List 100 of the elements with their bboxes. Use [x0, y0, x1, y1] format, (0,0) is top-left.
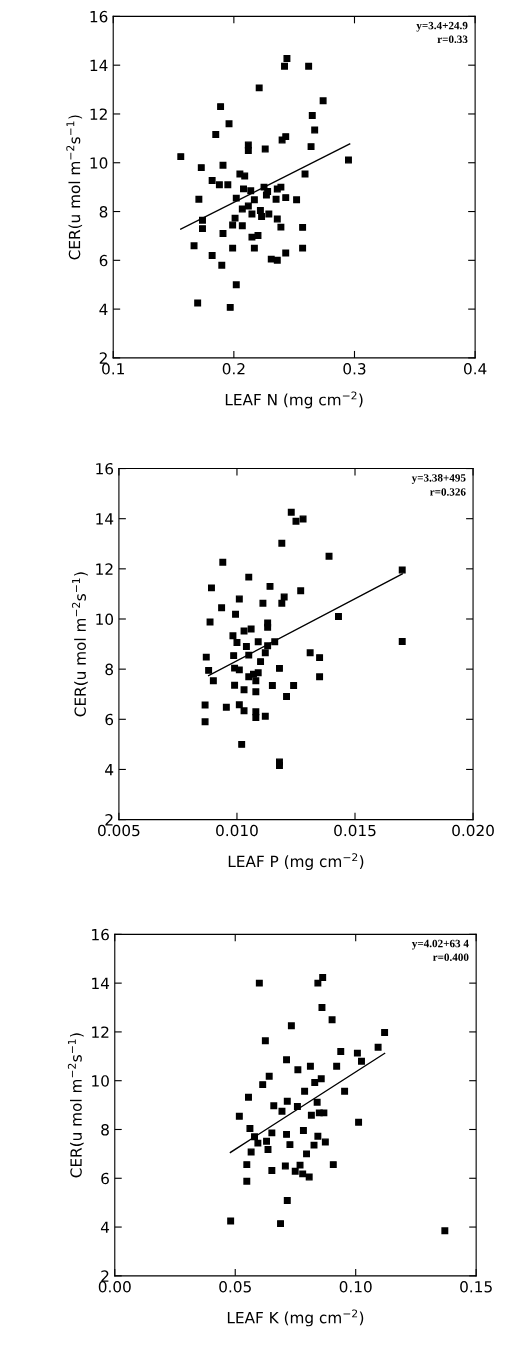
x-tick-label: 0.05: [219, 1280, 251, 1293]
point: [283, 1130, 291, 1138]
x-tick-label: 0.3: [343, 363, 366, 375]
y-tick-label: 4: [100, 1221, 110, 1233]
y-axis-title: CER(u mol m$^{−2}$s$^{−1}$): [66, 115, 83, 260]
point: [281, 1162, 289, 1170]
point: [299, 1126, 307, 1134]
point: [259, 1081, 267, 1089]
point: [299, 1170, 307, 1178]
annotation: y=3.38+495: [411, 474, 466, 484]
point: [270, 1102, 278, 1110]
point: [317, 1075, 325, 1083]
y-tick-label: 6: [101, 1172, 109, 1185]
point: [291, 1167, 299, 1175]
y-tick-label: 14: [96, 513, 114, 525]
y-tick-label: 12: [90, 108, 107, 120]
annotation: r=0.400: [432, 953, 469, 961]
point: [305, 1173, 313, 1181]
point: [283, 1097, 291, 1105]
point: [246, 1125, 254, 1132]
point: [381, 1028, 389, 1036]
point: [296, 1161, 304, 1169]
point: [314, 979, 322, 987]
point: [314, 1132, 322, 1140]
x-axis-title: LEAF K (mg cm$^{−2}$): [227, 1309, 364, 1327]
y-tick-label: 12: [96, 563, 113, 575]
x-tick-label: 0.015: [334, 824, 376, 837]
y-tick-label: 8: [99, 206, 108, 218]
y-tick-label: 16: [90, 10, 108, 23]
point: [268, 1166, 276, 1174]
y-tick-label: 14: [92, 977, 110, 989]
point: [307, 1111, 315, 1119]
point: [277, 1220, 285, 1228]
point: [265, 1072, 273, 1080]
point: [353, 1049, 361, 1057]
x-tick-label: 0.00: [98, 1280, 131, 1293]
point: [329, 1161, 337, 1169]
point: [313, 1098, 321, 1106]
point: [358, 1057, 365, 1065]
annotation: y=4.02+63 4: [411, 939, 469, 950]
y-tick-label: 6: [105, 713, 114, 726]
point: [268, 1129, 276, 1137]
point: [286, 1141, 294, 1149]
x-tick-label: 0.4: [463, 363, 487, 375]
x-tick-label: 0.1: [102, 363, 124, 375]
point: [341, 1087, 349, 1095]
y-tick-label: 8: [105, 663, 113, 676]
x-axis-title: LEAF P (mg cm$^{−2}$): [228, 853, 364, 871]
point: [303, 1150, 311, 1158]
y-axis-title: CER(u mol m$^{−2}$s$^{−1}$): [67, 1033, 84, 1178]
point: [264, 1146, 272, 1153]
point: [310, 1141, 318, 1149]
point: [255, 979, 263, 987]
point: [278, 1107, 286, 1115]
y-tick-label: 2: [101, 1270, 109, 1282]
y-tick-label: 10: [92, 1075, 109, 1087]
point: [247, 1148, 255, 1156]
point: [294, 1066, 302, 1074]
y-tick-label: 2: [105, 814, 113, 826]
x-tick-label: 0.005: [98, 824, 140, 837]
point: [283, 1196, 291, 1204]
annotation: r=0.326: [430, 488, 466, 496]
annotation: r=0.33: [437, 35, 468, 44]
point: [261, 1037, 269, 1045]
point: [245, 1093, 252, 1101]
x-tick-label: 0.010: [216, 824, 258, 837]
point: [311, 1078, 319, 1086]
y-tick-label: 4: [99, 303, 108, 315]
point: [441, 1227, 449, 1235]
point: [319, 974, 327, 981]
x-tick-label: 0.15: [460, 1280, 492, 1293]
x-tick-label: 0.10: [339, 1280, 372, 1293]
point: [320, 1109, 328, 1117]
point: [243, 1161, 251, 1169]
y-tick-label: 2: [99, 352, 107, 364]
y-tick-label: 8: [101, 1123, 109, 1136]
point: [283, 1056, 291, 1064]
point: [337, 1047, 345, 1055]
y-tick-label: 4: [105, 764, 114, 776]
point: [318, 1004, 326, 1011]
x-axis-title: LEAF N (mg cm$^{−2}$): [225, 391, 363, 409]
y-tick-label: 10: [90, 157, 108, 169]
point: [306, 1062, 314, 1070]
x-tick-label: 0.2: [222, 363, 245, 375]
point: [254, 1139, 262, 1147]
x-tick-label: 0.020: [452, 824, 494, 837]
y-tick-label: 16: [92, 928, 109, 941]
point: [235, 1112, 243, 1120]
y-tick-label: 14: [90, 59, 108, 71]
y-axis-title: CER(u mol m$^{−2}$s$^{−1}$): [71, 572, 88, 717]
annotation: y=3.4+24.9: [416, 21, 468, 32]
point: [355, 1118, 363, 1126]
point: [321, 1138, 329, 1146]
point: [328, 1016, 336, 1024]
point: [287, 1022, 295, 1030]
point: [243, 1177, 251, 1185]
y-tick-label: 6: [99, 254, 108, 267]
point: [301, 1087, 309, 1095]
y-tick-label: 10: [96, 613, 114, 626]
point: [263, 1137, 271, 1145]
